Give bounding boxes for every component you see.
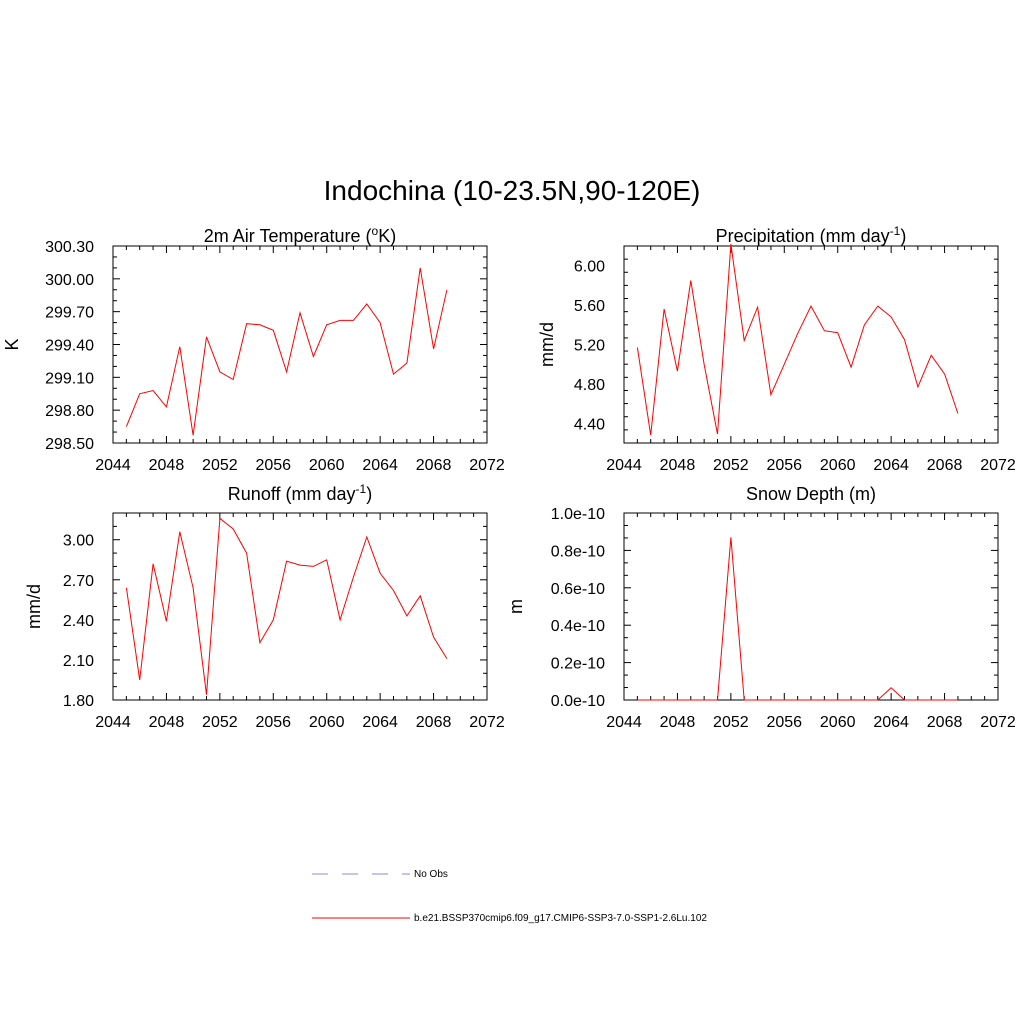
y-tick-label: 4.40 — [574, 416, 605, 433]
y-tick-label: 2.40 — [63, 613, 94, 630]
chart-title-text-end: ) — [366, 484, 372, 504]
series-line-1 — [125, 267, 448, 436]
y-tick-label: 5.20 — [574, 338, 605, 355]
y-tick-label: 4.80 — [574, 377, 605, 394]
x-tick-label: 2048 — [660, 457, 696, 474]
y-tick-label: 298.50 — [45, 436, 94, 453]
x-tick-label: 2048 — [149, 457, 185, 474]
legend: No Obs b.e21.BSSP370cmip6.f09_g17.CMIP6-… — [312, 869, 707, 924]
y-tick-label: 299.70 — [45, 305, 94, 322]
x-tick-label: 2044 — [606, 457, 642, 474]
chart-title-text-end: ) — [900, 226, 906, 246]
chart-title-text: Snow Depth (m) — [746, 484, 876, 504]
x-tick-label: 2044 — [95, 457, 131, 474]
chart-panel-1: 2m Air Temperature (oK) K 2044 2048 2052 2056… — [2, 224, 505, 474]
y-tick-label: 0.2e-10 — [551, 656, 605, 673]
x-tick-label: 2052 — [713, 457, 749, 474]
x-tick-label: 2064 — [873, 714, 909, 731]
x-tick-label: 2072 — [980, 457, 1016, 474]
y-tick-label: 300.30 — [45, 239, 94, 256]
y-tick-label: 2.70 — [63, 573, 94, 590]
x-tick-label: 2048 — [149, 714, 185, 731]
y-tick-label: 6.00 — [574, 259, 605, 276]
x-tick-label: 2056 — [255, 457, 291, 474]
x-tick-label: 2044 — [95, 714, 131, 731]
y-axis-label: K — [2, 338, 22, 350]
y-tick-label: 300.00 — [45, 272, 94, 289]
chart-title-superscript: -1 — [356, 482, 367, 496]
plot-frame — [623, 512, 999, 701]
y-tick-label: 0.4e-10 — [551, 618, 605, 635]
plot-frame — [623, 245, 999, 444]
x-tick-label: 2064 — [362, 714, 398, 731]
chart-panel-4: Snow Depth (m) m 2044 2048 2052 2056 2060 2064 2… — [506, 484, 1016, 731]
legend-obs-label: No Obs — [414, 869, 448, 880]
series-line-1 — [636, 243, 959, 436]
x-tick-label: 2044 — [606, 714, 642, 731]
y-tick-label: 3.00 — [63, 533, 94, 550]
x-tick-label: 2060 — [309, 714, 345, 731]
y-tick-label: 1.80 — [63, 693, 94, 710]
y-tick-label: 299.40 — [45, 338, 94, 355]
x-tick-label: 2068 — [927, 714, 963, 731]
y-tick-label: 5.60 — [574, 298, 605, 315]
x-tick-label: 2064 — [362, 457, 398, 474]
x-tick-label: 2072 — [469, 457, 505, 474]
x-tick-label: 2060 — [820, 457, 856, 474]
x-tick-label: 2068 — [416, 714, 452, 731]
x-tick-label: 2068 — [416, 457, 452, 474]
y-tick-label: 1.0e-10 — [551, 506, 605, 523]
x-tick-label: 2072 — [469, 714, 505, 731]
x-tick-label: 2056 — [766, 714, 802, 731]
x-tick-label: 2052 — [713, 714, 749, 731]
x-tick-label: 2056 — [766, 457, 802, 474]
x-tick-label: 2060 — [309, 457, 345, 474]
x-tick-label: 2064 — [873, 457, 909, 474]
y-tick-label: 0.6e-10 — [551, 581, 605, 598]
chart-title-text: 2m Air Temperature ( — [204, 226, 372, 246]
y-tick-label: 299.10 — [45, 370, 94, 387]
y-tick-label: 0.0e-10 — [551, 693, 605, 710]
x-tick-label: 2048 — [660, 714, 696, 731]
chart-title: Precipitation (mm day-1) — [716, 224, 907, 246]
chart-panel-2: Precipitation (mm day-1) mm/d 2044 2048 2052… — [537, 224, 1016, 474]
chart-title-text-end: K) — [378, 226, 396, 246]
series-line-1 — [637, 537, 958, 701]
chart-title: Snow Depth (m) — [746, 484, 876, 504]
y-tick-label: 298.80 — [45, 403, 94, 420]
x-tick-label: 2068 — [927, 457, 963, 474]
chart-title-text: Runoff (mm day — [228, 484, 356, 504]
plot-frame — [112, 245, 488, 444]
main-title: Indochina (10-23.5N,90-120E) — [324, 175, 701, 206]
chart-title: 2m Air Temperature (oK) — [204, 224, 396, 246]
y-axis-label: mm/d — [24, 584, 44, 629]
chart-title: Runoff (mm day-1) — [228, 482, 372, 504]
chart-title-text: Precipitation (mm day — [716, 226, 890, 246]
y-tick-label: 2.10 — [63, 653, 94, 670]
legend-model-label: b.e21.BSSP370cmip6.f09_g17.CMIP6-SSP3-7.… — [414, 913, 707, 924]
y-tick-label: 0.8e-10 — [551, 543, 605, 560]
panels: 2m Air Temperature (oK) K 2044 2048 2052 2056… — [2, 224, 1016, 731]
y-axis-label: m — [506, 599, 526, 614]
series-line-1 — [125, 517, 448, 695]
x-tick-label: 2060 — [820, 714, 856, 731]
y-axis-label: mm/d — [537, 322, 557, 367]
chart-title-superscript: o — [372, 224, 379, 238]
chart-title-superscript: -1 — [890, 224, 901, 238]
x-tick-label: 2056 — [255, 714, 291, 731]
x-tick-label: 2072 — [980, 714, 1016, 731]
x-tick-label: 2052 — [202, 714, 238, 731]
chart-panel-3: Runoff (mm day-1) mm/d 2044 2048 2052 2056 206… — [24, 482, 505, 731]
x-tick-label: 2052 — [202, 457, 238, 474]
